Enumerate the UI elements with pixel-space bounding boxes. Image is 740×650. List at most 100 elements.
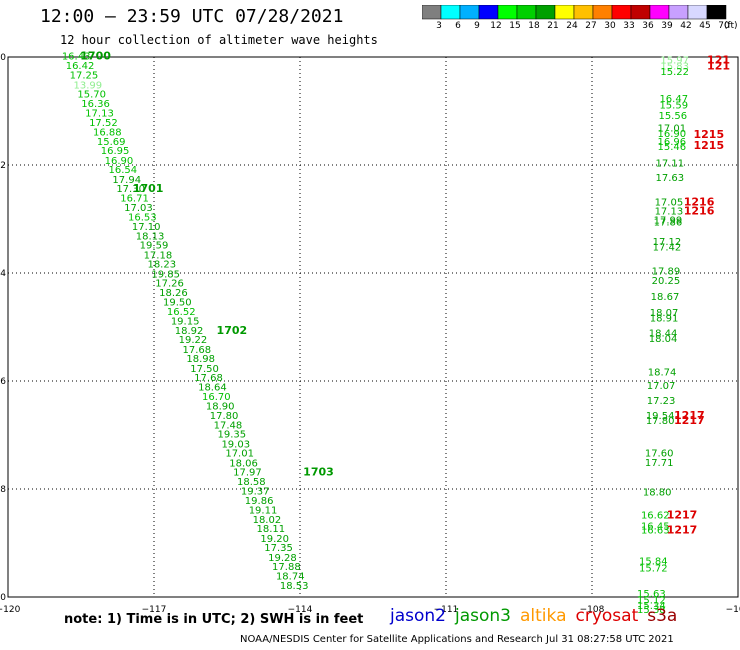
wave-height-label: 18.91 (650, 314, 679, 325)
wave-height-label: 16.71 (120, 194, 149, 205)
time-marker: 1217 (674, 414, 705, 427)
wave-height-label: 16.63 (641, 525, 670, 536)
wave-height-label: 17.05 (655, 198, 684, 209)
time-marker: 1702 (217, 324, 248, 337)
satellite-legend: jason2 jason3 altika cryosat s3a (390, 606, 686, 626)
wave-height-label: 18.90 (206, 402, 235, 413)
time-marker: 1217 (667, 509, 698, 522)
time-marker: 1700 (80, 50, 111, 63)
color-scale-label: 36 (642, 21, 654, 31)
wave-height-label: 17.88 (272, 562, 301, 573)
time-marker: 1701 (133, 182, 164, 195)
wave-height-label: 16.43 (62, 52, 91, 63)
color-scale-label: 3 (436, 21, 442, 31)
y-tick-label: 50 (0, 593, 6, 603)
color-scale-label: 21 (547, 21, 559, 31)
wave-height-label: 17.25 (70, 71, 99, 82)
wave-height-label: 16.90 (657, 129, 686, 140)
wave-height-label: 17.01 (657, 124, 686, 135)
wave-height-label: 17.68 (194, 373, 223, 384)
x-tick-label: −111 (434, 605, 459, 615)
wave-height-label: 16.52 (167, 307, 196, 318)
wave-height-label: 15.38 (637, 605, 666, 616)
wave-height-label: 18.67 (651, 292, 680, 303)
color-scale-label: 24 (566, 21, 578, 31)
wave-height-label: 17.60 (645, 449, 674, 460)
wave-height-label: 18.11 (256, 524, 285, 535)
wave-height-label: 17.50 (190, 364, 219, 375)
wave-height-label: 17.26 (155, 279, 184, 290)
map-grid (7, 56, 739, 598)
wave-height-label: 16.36 (81, 99, 110, 110)
time-marker: 1217 (667, 523, 698, 536)
color-scale-label: 45 (699, 21, 711, 31)
color-scale-label: 12 (490, 21, 502, 31)
time-marker: 121 (707, 59, 730, 72)
wave-height-label: 17.68 (183, 345, 212, 356)
wave-height-label: 19.22 (179, 335, 208, 346)
wave-height-label: 18.64 (198, 383, 227, 394)
time-marker: 1703 (303, 466, 334, 479)
y-tick-label: 40 (0, 53, 6, 63)
x-tick-label: −108 (580, 605, 605, 615)
legend-item-altika: altika (520, 606, 567, 626)
wave-height-label: 19.85 (151, 269, 180, 280)
wave-height-label: 17.89 (652, 267, 681, 278)
time-marker: 1215 (693, 139, 724, 152)
wave-height-label: 19.35 (218, 430, 247, 441)
wave-height-label: 16.62 (641, 511, 670, 522)
legend-item-cryosat: cryosat (575, 606, 639, 626)
legend-item-s3a: s3a (647, 606, 678, 626)
wave-height-label: 17.42 (653, 242, 682, 253)
wave-height-label: 19.59 (140, 241, 169, 252)
wave-height-label: 15.46 (657, 142, 686, 153)
wave-height-label: 18.13 (136, 232, 165, 243)
wave-height-label: 15.84 (639, 557, 668, 568)
wave-height-label: 16.47 (659, 94, 688, 105)
time-marker: 1215 (693, 128, 724, 141)
color-scale-label: 33 (623, 21, 635, 31)
wave-height-label: 16.70 (202, 392, 231, 403)
map-title: 12:00 — 23:59 UTC 07/28/2021 (40, 6, 344, 27)
wave-height-label: 16.95 (101, 146, 130, 157)
wave-height-label: 17.71 (645, 458, 674, 469)
wave-height-label: 17.18 (144, 250, 173, 261)
wave-height-label: 18.74 (648, 368, 677, 379)
wave-height-label: 19.54 (646, 411, 675, 422)
wave-height-label: 16.90 (105, 156, 134, 167)
wave-height-label: 17.63 (656, 173, 685, 184)
wave-height-label: 18.23 (147, 260, 176, 271)
wave-height-label: 19.03 (221, 439, 250, 450)
y-tick-label: 44 (0, 269, 6, 279)
wave-height-label: 16.96 (657, 137, 686, 148)
legend-item-jason2: jason2 (390, 606, 446, 626)
wave-height-label: 17.13 (85, 108, 114, 119)
wave-height-label: 16.53 (128, 213, 157, 224)
x-tick-label: −117 (142, 605, 167, 615)
color-scale-labels: (ft) 3 6 9 12 15 18 21 24 27 30 33 36 39 42 45 70 (422, 21, 740, 33)
wave-height-label: 17.03 (124, 203, 153, 214)
wave-height-label: 17.07 (647, 381, 676, 392)
wave-height-label: 18.07 (650, 308, 679, 319)
wave-height-label: 15.83 (660, 61, 689, 72)
wave-height-label: 17.13 (655, 207, 684, 218)
wave-height-label: 18.80 (643, 487, 672, 498)
wave-height-label: 15.70 (77, 90, 106, 101)
wave-height-label: 15.97 (660, 55, 689, 66)
map-subtitle: 12 hour collection of altimeter wave hei… (60, 33, 378, 47)
y-tick-label: 48 (0, 485, 6, 495)
wave-height-label: 18.06 (229, 458, 258, 469)
wave-height-label: 18.04 (649, 334, 678, 345)
color-scale-bar (422, 5, 727, 20)
wave-height-label: 15.12 (637, 595, 666, 606)
color-scale-label: 18 (528, 21, 540, 31)
y-tick-label: 46 (0, 377, 6, 387)
wave-height-label: 17.48 (214, 421, 243, 432)
map-frame (7, 56, 739, 598)
color-scale-label: 15 (509, 21, 521, 31)
map-axes: −120 −117 −114 −111 −108 −105 40 42 44 46 48 50 (0, 53, 740, 615)
time-marker: 1216 (684, 196, 715, 209)
legend-item-jason3: jason3 (455, 606, 511, 626)
wave-height-label: 19.15 (171, 316, 200, 327)
